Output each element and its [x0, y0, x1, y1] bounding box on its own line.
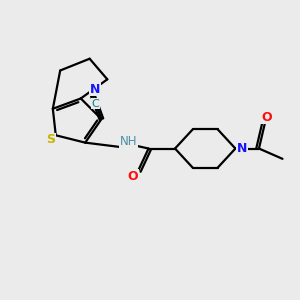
- Text: N: N: [237, 142, 247, 155]
- Text: S: S: [46, 133, 55, 146]
- Text: N: N: [90, 82, 101, 96]
- Text: O: O: [261, 110, 272, 124]
- Text: C: C: [92, 99, 100, 109]
- Text: NH: NH: [120, 135, 138, 148]
- Text: O: O: [128, 170, 138, 183]
